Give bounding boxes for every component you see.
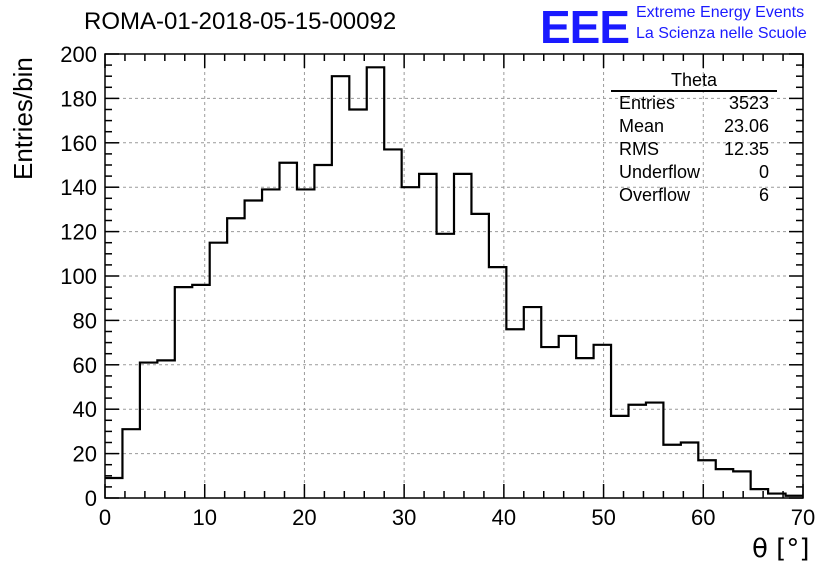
logo-line-2: La Scienza nelle Scuole bbox=[636, 25, 807, 42]
histogram-bin bbox=[663, 445, 680, 498]
histogram-bin bbox=[402, 187, 419, 498]
y-tick-label: 140 bbox=[60, 175, 97, 200]
histogram-bin bbox=[384, 149, 401, 498]
y-tick-label: 100 bbox=[60, 264, 97, 289]
y-tick-label: 40 bbox=[73, 397, 97, 422]
histogram-bin bbox=[594, 345, 611, 498]
stat-label: Entries bbox=[619, 93, 676, 113]
histogram-bin bbox=[541, 347, 558, 498]
stat-row-mean: Mean 23.06 bbox=[611, 115, 777, 138]
stats-box: Theta Entries 3523 Mean 23.06 RMS 12.35 … bbox=[611, 70, 777, 207]
histogram-bin bbox=[611, 416, 628, 498]
histogram-bin bbox=[524, 307, 541, 498]
histogram-bin bbox=[506, 329, 523, 498]
histogram-bin bbox=[280, 163, 297, 498]
stat-label: Mean bbox=[619, 116, 665, 136]
histogram-bin bbox=[210, 243, 227, 498]
histogram-bin bbox=[698, 460, 715, 498]
x-tick-label: 60 bbox=[691, 505, 715, 530]
histogram-bin bbox=[489, 267, 506, 498]
y-tick-label: 80 bbox=[73, 308, 97, 333]
histogram-bin bbox=[175, 287, 192, 498]
x-tick-label: 20 bbox=[292, 505, 316, 530]
histogram-bin bbox=[629, 405, 646, 498]
y-tick-label: 120 bbox=[60, 220, 97, 245]
stat-value: 0 bbox=[758, 162, 769, 182]
x-axis-label: θ [°] bbox=[752, 534, 810, 564]
stat-label: Overflow bbox=[619, 185, 691, 205]
y-tick-label: 200 bbox=[60, 42, 97, 67]
y-tick-label: 20 bbox=[73, 442, 97, 467]
x-tick-label: 70 bbox=[791, 505, 815, 530]
chart-title: ROMA-01-2018-05-15-00092 bbox=[84, 8, 397, 35]
plot-frame bbox=[104, 53, 804, 499]
stat-value: 3523 bbox=[728, 93, 769, 113]
stat-value: 12.35 bbox=[723, 139, 769, 159]
histogram-bin bbox=[105, 478, 122, 498]
histogram-bin bbox=[419, 174, 436, 498]
histogram-bin bbox=[646, 403, 663, 498]
histogram-bin bbox=[227, 218, 244, 498]
x-tick-label: 40 bbox=[492, 505, 516, 530]
stats-title: Theta bbox=[611, 70, 777, 92]
histogram-bin bbox=[733, 471, 750, 498]
stat-label: Underflow bbox=[619, 162, 701, 182]
y-tick-label: 160 bbox=[60, 131, 97, 156]
histogram-bin bbox=[349, 110, 366, 499]
logo-line-1: Extreme Energy Events bbox=[636, 4, 805, 21]
x-tick-label: 0 bbox=[99, 505, 111, 530]
eee-logo: EEE bbox=[540, 1, 630, 53]
x-tick-label: 30 bbox=[392, 505, 416, 530]
histogram-bin bbox=[576, 358, 593, 498]
y-axis-label: Entries/bin bbox=[8, 57, 38, 180]
histogram-bin bbox=[314, 165, 331, 498]
histogram-bin bbox=[157, 360, 174, 498]
histogram-bin bbox=[681, 443, 698, 499]
y-tick-label: 0 bbox=[85, 486, 97, 511]
histogram-bin bbox=[332, 76, 349, 498]
histogram-bin bbox=[559, 336, 576, 498]
histogram-bin bbox=[297, 189, 314, 498]
stat-row-underflow: Underflow 0 bbox=[611, 161, 777, 184]
x-tick-label: 10 bbox=[192, 505, 216, 530]
histogram-bin bbox=[192, 285, 209, 498]
histogram-line bbox=[105, 66, 803, 497]
x-tick-label: 50 bbox=[591, 505, 615, 530]
stat-value: 6 bbox=[758, 185, 769, 205]
histogram-bin bbox=[140, 363, 157, 498]
stat-row-overflow: Overflow 6 bbox=[611, 184, 777, 207]
histogram-bin bbox=[471, 214, 488, 498]
histogram-bin bbox=[716, 469, 733, 498]
histogram-bin bbox=[437, 234, 454, 498]
y-tick-label: 60 bbox=[73, 353, 97, 378]
y-tick-label: 180 bbox=[60, 86, 97, 111]
histogram-bin bbox=[262, 189, 279, 498]
histogram-bin bbox=[122, 429, 139, 498]
histogram-bin bbox=[367, 67, 384, 498]
stat-label: RMS bbox=[619, 139, 659, 159]
histogram-bin bbox=[454, 174, 471, 498]
histogram-bin bbox=[751, 489, 768, 498]
stat-row-rms: RMS 12.35 bbox=[611, 138, 777, 161]
histogram-bin bbox=[245, 201, 262, 498]
stat-value: 23.06 bbox=[723, 116, 769, 136]
stat-row-entries: Entries 3523 bbox=[611, 92, 777, 115]
